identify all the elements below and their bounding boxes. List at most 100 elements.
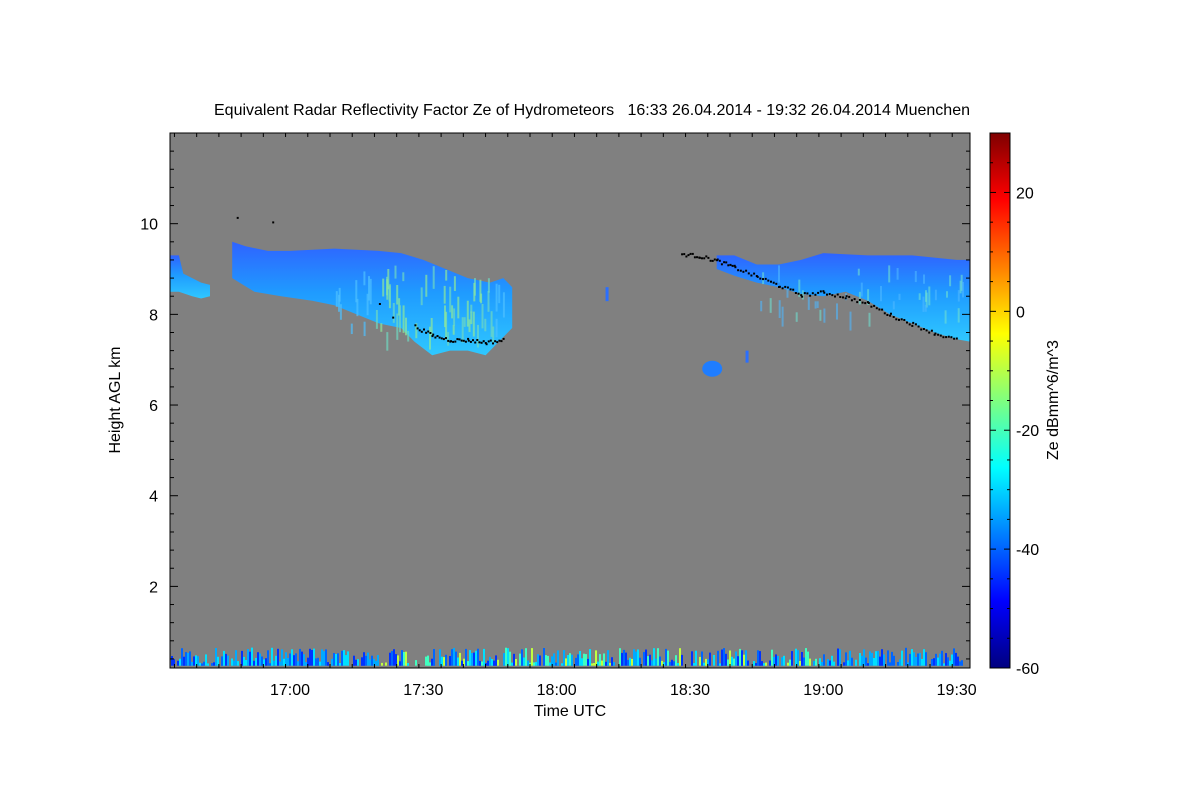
clutter-pixel <box>921 658 923 666</box>
base-dot <box>767 279 770 282</box>
reflectivity-streak <box>375 310 378 329</box>
clutter-pixel <box>197 656 199 666</box>
clutter-pixel <box>739 648 741 666</box>
base-dot <box>772 281 775 284</box>
reflectivity-streak <box>928 286 931 306</box>
base-dot <box>784 285 787 288</box>
clutter-pixel <box>663 662 665 666</box>
clutter-pixel <box>867 663 869 666</box>
reflectivity-streak <box>453 276 456 291</box>
base-dot <box>933 333 936 336</box>
base-dot <box>472 339 474 342</box>
clutter-pixel <box>311 650 313 666</box>
reflectivity-streak <box>470 311 473 325</box>
clutter-pixel <box>593 663 595 666</box>
base-dot <box>707 256 710 259</box>
clutter-pixel <box>905 647 907 666</box>
base-dot <box>753 272 756 275</box>
clutter-pixel <box>509 651 511 666</box>
clutter-pixel <box>707 659 709 666</box>
clutter-pixel <box>775 654 777 666</box>
clutter-pixel <box>579 651 581 666</box>
clutter-pixel <box>679 648 681 666</box>
clutter-pixel <box>365 655 367 666</box>
clutter-pixel <box>709 652 711 666</box>
clutter-pixel <box>899 659 901 666</box>
base-dot <box>685 255 688 258</box>
reflectivity-streak <box>814 301 817 309</box>
base-dot <box>817 291 820 294</box>
clutter-pixel <box>737 656 739 666</box>
reflectivity-streak <box>368 276 370 301</box>
base-dot <box>460 339 463 342</box>
base-dot <box>691 252 694 255</box>
clutter-pixel <box>705 658 707 666</box>
clutter-pixel <box>463 658 465 666</box>
clutter-pixel <box>753 661 755 666</box>
clutter-pixel <box>347 651 349 666</box>
clutter-pixel <box>341 650 343 666</box>
base-dot <box>789 288 792 291</box>
clutter-pixel <box>191 661 193 666</box>
clutter-pixel <box>649 654 651 666</box>
clutter-pixel <box>395 654 397 666</box>
clutter-pixel <box>241 650 243 666</box>
reflectivity-streak <box>466 300 469 327</box>
reflectivity-streak <box>922 296 925 312</box>
base-dot <box>814 293 817 296</box>
clutter-pixel <box>443 657 445 666</box>
reflectivity-streak <box>468 319 471 333</box>
base-dot <box>687 254 690 257</box>
clutter-pixel <box>221 656 223 666</box>
base-dot <box>934 332 937 335</box>
y-tick-label: 4 <box>149 489 158 506</box>
clutter-pixel <box>555 662 557 666</box>
reflectivity-streak <box>778 300 781 319</box>
clutter-pixel <box>625 652 627 666</box>
clutter-pixel <box>223 650 225 666</box>
clutter-pixel <box>441 656 443 666</box>
clutter-pixel <box>267 650 269 666</box>
clutter-pixel <box>277 648 279 666</box>
reflectivity-streak <box>860 282 863 297</box>
clutter-pixel <box>913 652 915 666</box>
reflectivity-streak <box>918 293 921 300</box>
clutter-pixel <box>655 658 657 666</box>
reflectivity-streak <box>960 274 963 291</box>
clutter-pixel <box>425 656 427 666</box>
base-dot <box>272 221 275 224</box>
reflectivity-streak <box>443 285 446 304</box>
chart-title: Equivalent Radar Reflectivity Factor Ze … <box>214 102 970 119</box>
reflectivity-streak <box>867 289 870 306</box>
base-dot <box>500 340 503 343</box>
clutter-pixel <box>361 657 363 666</box>
base-dot <box>917 325 920 328</box>
clutter-pixel <box>467 661 469 666</box>
base-dot <box>750 274 753 277</box>
clutter-pixel <box>181 648 183 666</box>
clutter-pixel <box>331 658 333 666</box>
reflectivity-streak <box>481 304 484 329</box>
clutter-pixel <box>621 652 623 666</box>
reflectivity-streak <box>473 282 476 302</box>
clutter-pixel <box>773 656 775 666</box>
reflectivity-streak <box>959 280 962 294</box>
clutter-pixel <box>923 649 925 666</box>
reflectivity-streak <box>463 317 466 327</box>
reflectivity-streak <box>798 279 801 298</box>
reflectivity-streak <box>888 265 891 283</box>
base-dot <box>427 330 430 333</box>
base-dot <box>845 295 848 298</box>
base-dot <box>727 264 730 267</box>
base-dot <box>839 296 842 298</box>
cloud-region <box>232 241 513 356</box>
clutter-pixel <box>757 650 759 666</box>
clutter-pixel <box>449 656 451 666</box>
base-dot <box>454 340 457 343</box>
clutter-pixel <box>815 658 817 666</box>
clutter-pixel <box>861 655 863 666</box>
clutter-pixel <box>273 660 275 666</box>
base-dot <box>696 256 698 259</box>
reflectivity-streak <box>479 279 482 302</box>
clutter-pixel <box>771 649 773 666</box>
